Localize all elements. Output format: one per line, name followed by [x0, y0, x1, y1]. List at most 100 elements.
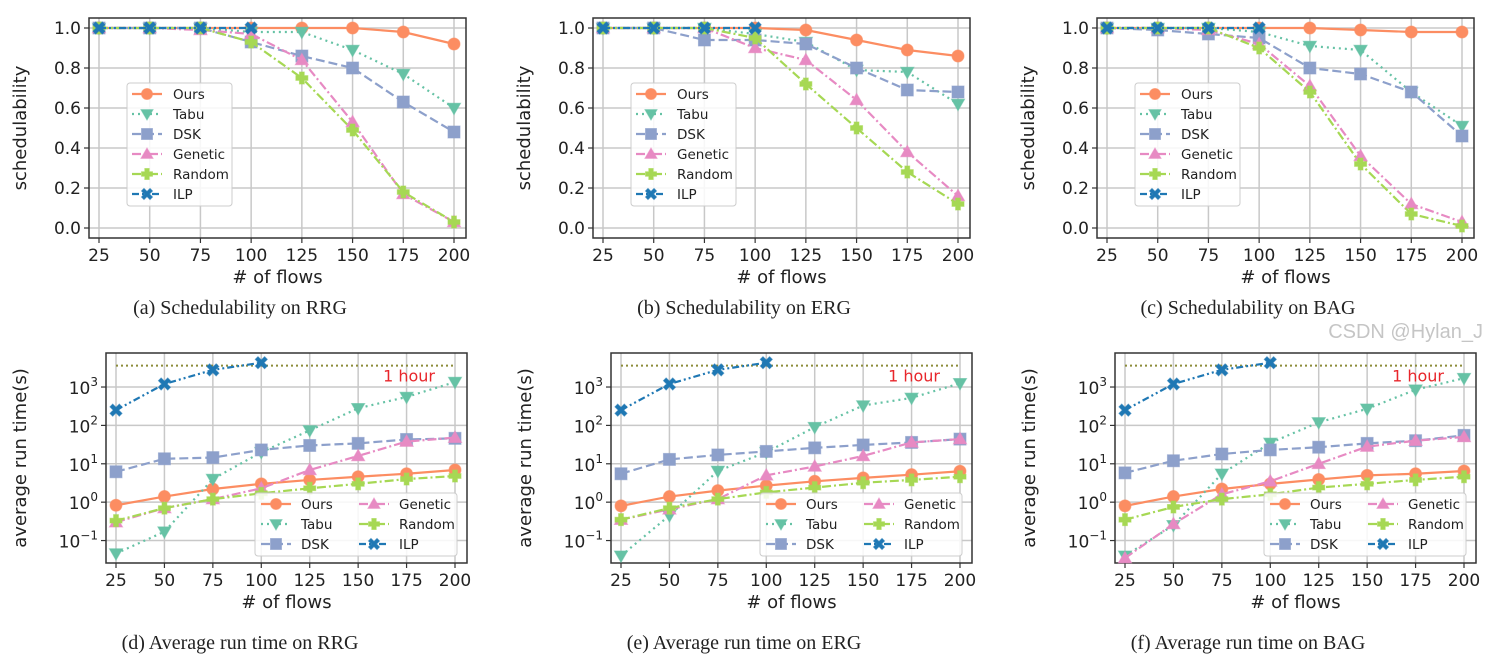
marker-triangle-down [774, 519, 788, 532]
legend-box [630, 82, 737, 207]
marker-square [1215, 447, 1229, 461]
series-random [596, 21, 965, 211]
marker-plus [711, 492, 725, 506]
series-line [603, 26, 959, 205]
marker-triangle-up [140, 146, 154, 159]
marker-plus [1455, 219, 1469, 233]
series-line [1124, 435, 1465, 559]
legend-label: ILP [677, 187, 697, 203]
axes-frame [1114, 352, 1477, 564]
x-tick-label: 100 [739, 246, 771, 266]
marker-triangle-down [140, 109, 154, 122]
legend-label: Ours [1310, 497, 1342, 513]
series-line [1124, 361, 1271, 412]
marker-triangle-up [952, 431, 968, 445]
tick-base: 10 [1078, 379, 1100, 399]
y-tick-label: 103 [1078, 375, 1107, 399]
subplot-caption: (a) Schedulability on RRG [133, 297, 347, 319]
y-tick-label: 1.0 [558, 19, 585, 39]
x-tick-label: 175 [891, 246, 923, 266]
marker-triangle-up [807, 458, 823, 472]
marker-triangle-down [108, 548, 124, 562]
y-tick-label: 0.0 [54, 219, 81, 239]
legend-box [1263, 492, 1467, 557]
marker-triangle-up [758, 467, 774, 481]
x-tick-label: 175 [387, 246, 419, 266]
x-tick-label: 150 [840, 246, 872, 266]
legend: Ours Tabu DSK Genetic Random ILP [630, 82, 737, 207]
series-ilp [596, 21, 762, 35]
x-tick-label: 125 [1294, 246, 1326, 266]
marker-triangle-up [904, 434, 920, 448]
legend-label: Random [677, 167, 733, 183]
marker-triangle-up [399, 433, 415, 447]
marker-circle [1303, 21, 1317, 35]
legend-label: DSK [806, 537, 835, 553]
legend-label: Genetic [173, 147, 225, 163]
marker-square [303, 438, 317, 452]
marker-circle [951, 49, 965, 63]
marker-circle [1118, 499, 1132, 513]
tick-base: 10 [59, 533, 81, 553]
x-tick-label: 100 [245, 571, 277, 591]
x-tick-label: 25 [592, 246, 614, 266]
tick-base: 10 [574, 417, 596, 437]
marker-x [1263, 356, 1277, 370]
subplot-caption: (d) Average run time on RRG [122, 632, 359, 654]
tick-exponent: 0 [1099, 490, 1107, 504]
marker-triangle-up [294, 52, 310, 66]
y-tick-label: 102 [574, 413, 603, 437]
x-tick-label: 200 [1446, 246, 1478, 266]
x-tick-label: 25 [88, 246, 110, 266]
tick-exponent: 1 [1099, 452, 1107, 466]
marker-triangle-up [849, 92, 865, 106]
marker-plus [109, 514, 123, 528]
marker-x [748, 21, 762, 35]
y-tick-label: 100 [574, 490, 603, 514]
marker-triangle-down [1148, 109, 1162, 122]
x-tick-label: 100 [1243, 246, 1275, 266]
tick-exponent: −1 [1089, 529, 1107, 543]
one-hour-label: 1 hour [1392, 367, 1444, 386]
marker-plus [448, 469, 462, 483]
marker-plus [873, 518, 885, 530]
x-tick-label: 150 [847, 571, 879, 591]
marker-square [157, 452, 171, 466]
x-tick-label: 50 [139, 246, 161, 266]
y-tick-label: 0.6 [54, 99, 81, 119]
marker-x [254, 356, 268, 370]
axes-frame [592, 17, 971, 239]
x-axis-label: # of flows [241, 592, 331, 613]
marker-x [1151, 21, 1165, 35]
y-tick-label: 101 [69, 452, 98, 476]
y-axis-label: schedulability [1018, 65, 1039, 190]
x-tick-label: 200 [439, 571, 471, 591]
legend: Ours Tabu DSK Genetic Random ILP [1134, 82, 1241, 207]
marker-plus [1409, 473, 1423, 487]
x-tick-label: 75 [202, 571, 224, 591]
marker-x [1148, 187, 1162, 201]
y-tick-label: 0.4 [558, 139, 585, 159]
series-random [109, 469, 462, 528]
legend-label: ILP [399, 537, 419, 553]
legend-label: Random [1181, 167, 1237, 183]
marker-plus [400, 472, 414, 486]
marker-circle [645, 88, 657, 100]
marker-plus [1252, 41, 1266, 55]
marker-circle [109, 498, 123, 512]
legend-label: Genetic [1408, 497, 1460, 513]
marker-triangle-down [205, 473, 221, 487]
marker-plus [856, 476, 870, 490]
marker-triangle-up [1408, 433, 1424, 446]
x-tick-label: 25 [610, 571, 632, 591]
legend-label: Genetic [677, 147, 729, 163]
legend-label: Ours [806, 497, 838, 513]
series-genetic [1117, 429, 1472, 564]
marker-triangle-down [952, 378, 968, 391]
legend-label: Ours [677, 87, 709, 103]
legend-label: ILP [173, 187, 193, 203]
y-axis-label: average run time(s) [515, 368, 536, 547]
x-tick-label: 75 [1198, 246, 1220, 266]
marker-square [799, 37, 813, 51]
legend-label: Random [399, 517, 455, 533]
